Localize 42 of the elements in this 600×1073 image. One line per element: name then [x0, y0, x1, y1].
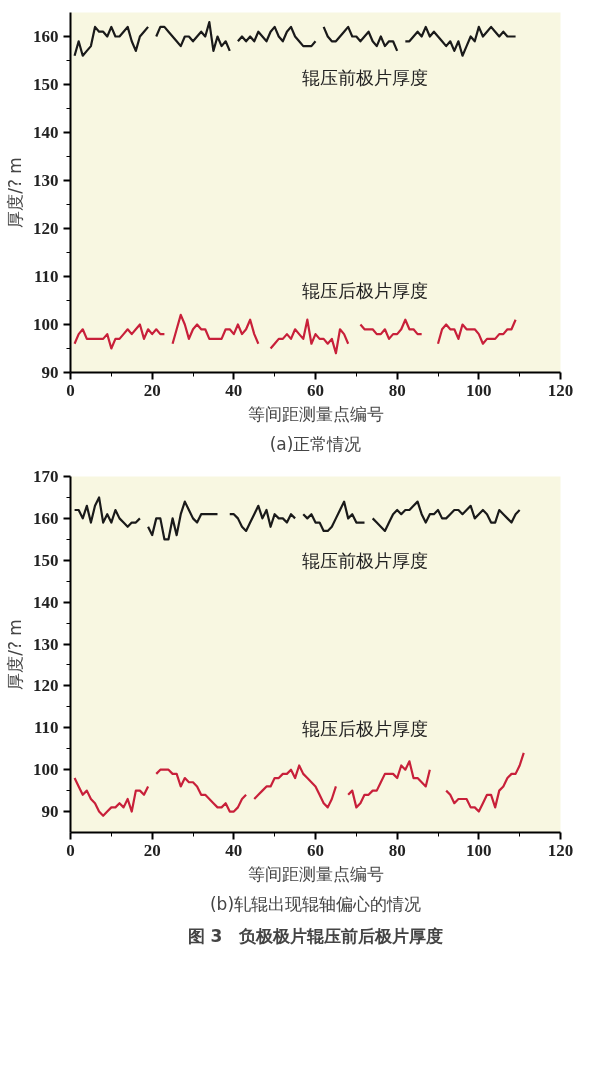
x-tick-label: 80	[388, 840, 406, 860]
series-label: 辊压后极片厚度	[301, 717, 428, 739]
y-tick-label: 100	[33, 315, 59, 334]
y-tick-label: 100	[33, 760, 59, 780]
x-tick-label: 40	[225, 840, 243, 860]
x-tick-label: 20	[143, 840, 161, 860]
y-tick-label: 120	[33, 219, 59, 238]
series-label: 辊压后极片厚度	[301, 279, 428, 301]
y-axis-title: 厚度/? m	[5, 157, 25, 228]
y-tick-label: 120	[33, 676, 59, 696]
series-label: 辊压前极片厚度	[301, 550, 428, 571]
x-tick-label: 60	[307, 840, 324, 860]
x-tick-label: 100	[466, 840, 492, 860]
x-tick-label: 60	[307, 380, 324, 400]
x-axis-title: 等间距测量点编号	[247, 863, 384, 884]
y-tick-label: 150	[33, 550, 59, 570]
x-tick-label: 100	[466, 380, 492, 400]
y-tick-label: 150	[33, 75, 59, 94]
y-tick-label: 110	[33, 718, 59, 738]
series-label: 辊压前极片厚度	[301, 66, 428, 88]
x-tick-label: 0	[66, 380, 75, 400]
y-tick-label: 140	[33, 123, 59, 142]
y-tick-label: 130	[33, 634, 59, 654]
x-tick-label: 0	[66, 840, 75, 860]
y-tick-label: 110	[33, 267, 59, 286]
caption: 图 3 负极极片辊压前后极片厚度	[187, 925, 444, 946]
y-axis-title: 厚度/? m	[5, 619, 25, 690]
y-tick-label: 170	[33, 467, 59, 486]
x-tick-label: 40	[225, 380, 243, 400]
y-tick-label: 140	[33, 592, 59, 612]
x-tick-label: 120	[547, 840, 574, 860]
y-tick-label: 160	[33, 508, 59, 528]
x-tick-label: 80	[388, 380, 406, 400]
x-axis-title: 等间距测量点编号	[247, 403, 384, 424]
y-tick-label: 160	[33, 27, 59, 46]
y-tick-label: 90	[41, 802, 59, 822]
y-tick-label: 90	[41, 363, 59, 382]
x-tick-label: 120	[547, 380, 574, 400]
y-tick-label: 130	[33, 171, 59, 190]
x-tick-label: 20	[143, 380, 161, 400]
text: (a)正常情况	[269, 433, 362, 454]
text: (b)轧辊出现辊轴偏心的情况	[209, 893, 422, 914]
